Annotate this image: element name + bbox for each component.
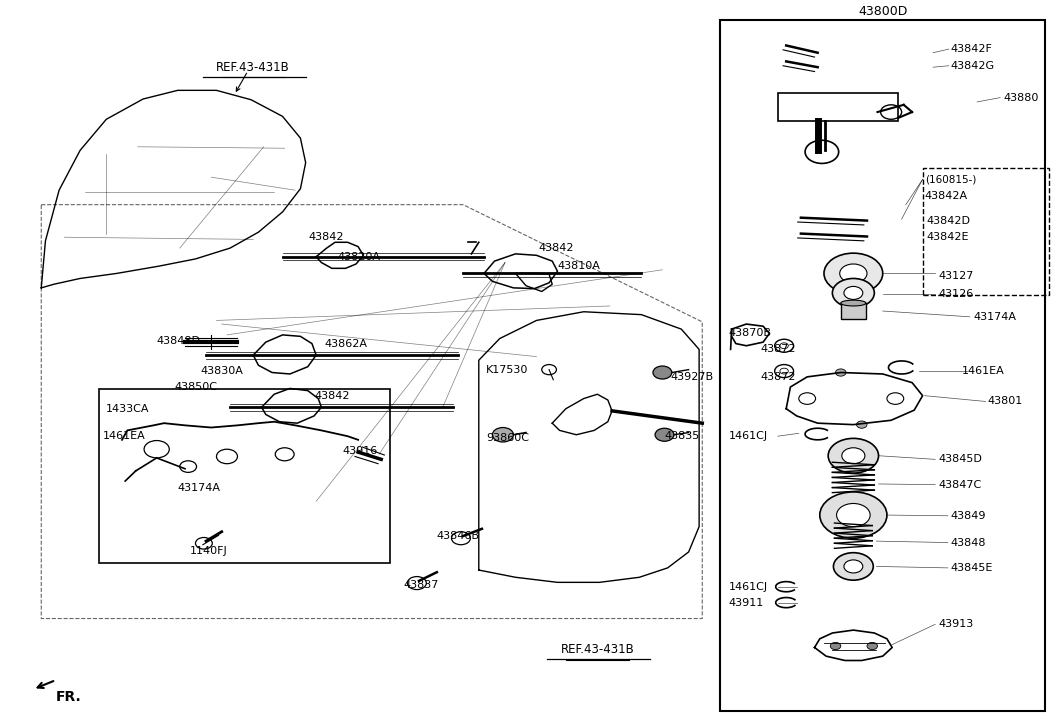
Text: 43845D: 43845D xyxy=(938,454,983,465)
Text: 43870B: 43870B xyxy=(728,329,771,339)
Text: 1461EA: 1461EA xyxy=(962,366,1005,376)
Text: 43842G: 43842G xyxy=(951,61,995,71)
Text: 43810A: 43810A xyxy=(558,261,601,271)
Text: 43849: 43849 xyxy=(951,511,987,521)
Text: (160815-): (160815-) xyxy=(925,174,976,185)
Text: 43127: 43127 xyxy=(938,270,974,281)
Text: 43848D: 43848D xyxy=(157,336,201,346)
Text: 43842D: 43842D xyxy=(927,216,971,225)
Text: 43842E: 43842E xyxy=(927,232,969,242)
Text: REF.43-431B: REF.43-431B xyxy=(561,643,634,656)
Text: K17530: K17530 xyxy=(486,365,528,374)
Circle shape xyxy=(867,643,877,650)
Text: 43872: 43872 xyxy=(760,345,795,354)
Circle shape xyxy=(836,504,870,526)
Bar xyxy=(923,169,1049,295)
Text: 43820A: 43820A xyxy=(337,252,380,262)
Text: 93860C: 93860C xyxy=(486,433,529,443)
Bar xyxy=(721,20,1046,711)
Circle shape xyxy=(655,428,674,441)
Circle shape xyxy=(653,366,672,379)
Circle shape xyxy=(835,369,846,376)
Text: 43850C: 43850C xyxy=(175,382,218,392)
Text: 43847C: 43847C xyxy=(938,480,982,490)
Text: 43842F: 43842F xyxy=(951,44,993,54)
Text: 43842: 43842 xyxy=(315,391,349,401)
Text: 43845E: 43845E xyxy=(951,563,993,573)
Text: 43872: 43872 xyxy=(760,372,795,382)
Text: 43126: 43126 xyxy=(938,289,973,299)
Ellipse shape xyxy=(841,300,866,306)
Text: 1461CJ: 1461CJ xyxy=(728,431,768,441)
Text: FR.: FR. xyxy=(56,690,82,704)
Text: 43913: 43913 xyxy=(938,619,973,630)
Circle shape xyxy=(839,264,867,283)
Text: REF.43-431B: REF.43-431B xyxy=(217,60,290,73)
Text: 43174A: 43174A xyxy=(973,312,1016,322)
Text: 43880: 43880 xyxy=(1004,92,1038,103)
Text: 43927B: 43927B xyxy=(671,372,714,382)
Text: 43801: 43801 xyxy=(988,396,1023,406)
Text: 43174A: 43174A xyxy=(178,483,221,494)
Circle shape xyxy=(844,560,863,573)
Text: 43842: 43842 xyxy=(309,232,344,242)
Bar xyxy=(99,389,389,563)
Text: 43916: 43916 xyxy=(343,446,378,456)
Circle shape xyxy=(824,253,883,294)
Circle shape xyxy=(833,553,873,580)
Circle shape xyxy=(832,278,874,308)
Text: 43842A: 43842A xyxy=(925,191,968,201)
Text: 1461EA: 1461EA xyxy=(103,431,146,441)
Text: 43835: 43835 xyxy=(665,431,700,441)
Circle shape xyxy=(828,438,878,473)
Text: 43837: 43837 xyxy=(403,580,439,590)
Text: 43846B: 43846B xyxy=(437,531,480,541)
Circle shape xyxy=(492,427,513,442)
Text: 1461CJ: 1461CJ xyxy=(728,582,768,592)
Circle shape xyxy=(856,421,867,428)
Text: 43911: 43911 xyxy=(728,598,764,608)
Circle shape xyxy=(830,643,841,650)
Circle shape xyxy=(844,286,863,300)
Text: 43862A: 43862A xyxy=(325,339,367,348)
Bar xyxy=(841,303,866,319)
Text: 43842: 43842 xyxy=(539,243,574,253)
Text: 1140FJ: 1140FJ xyxy=(190,545,228,555)
Circle shape xyxy=(842,448,865,464)
Text: 43848: 43848 xyxy=(951,537,987,547)
Bar xyxy=(777,92,898,121)
Circle shape xyxy=(820,492,887,538)
Text: 43830A: 43830A xyxy=(201,366,244,376)
Text: 1433CA: 1433CA xyxy=(106,403,149,414)
Text: 43800D: 43800D xyxy=(858,5,908,18)
